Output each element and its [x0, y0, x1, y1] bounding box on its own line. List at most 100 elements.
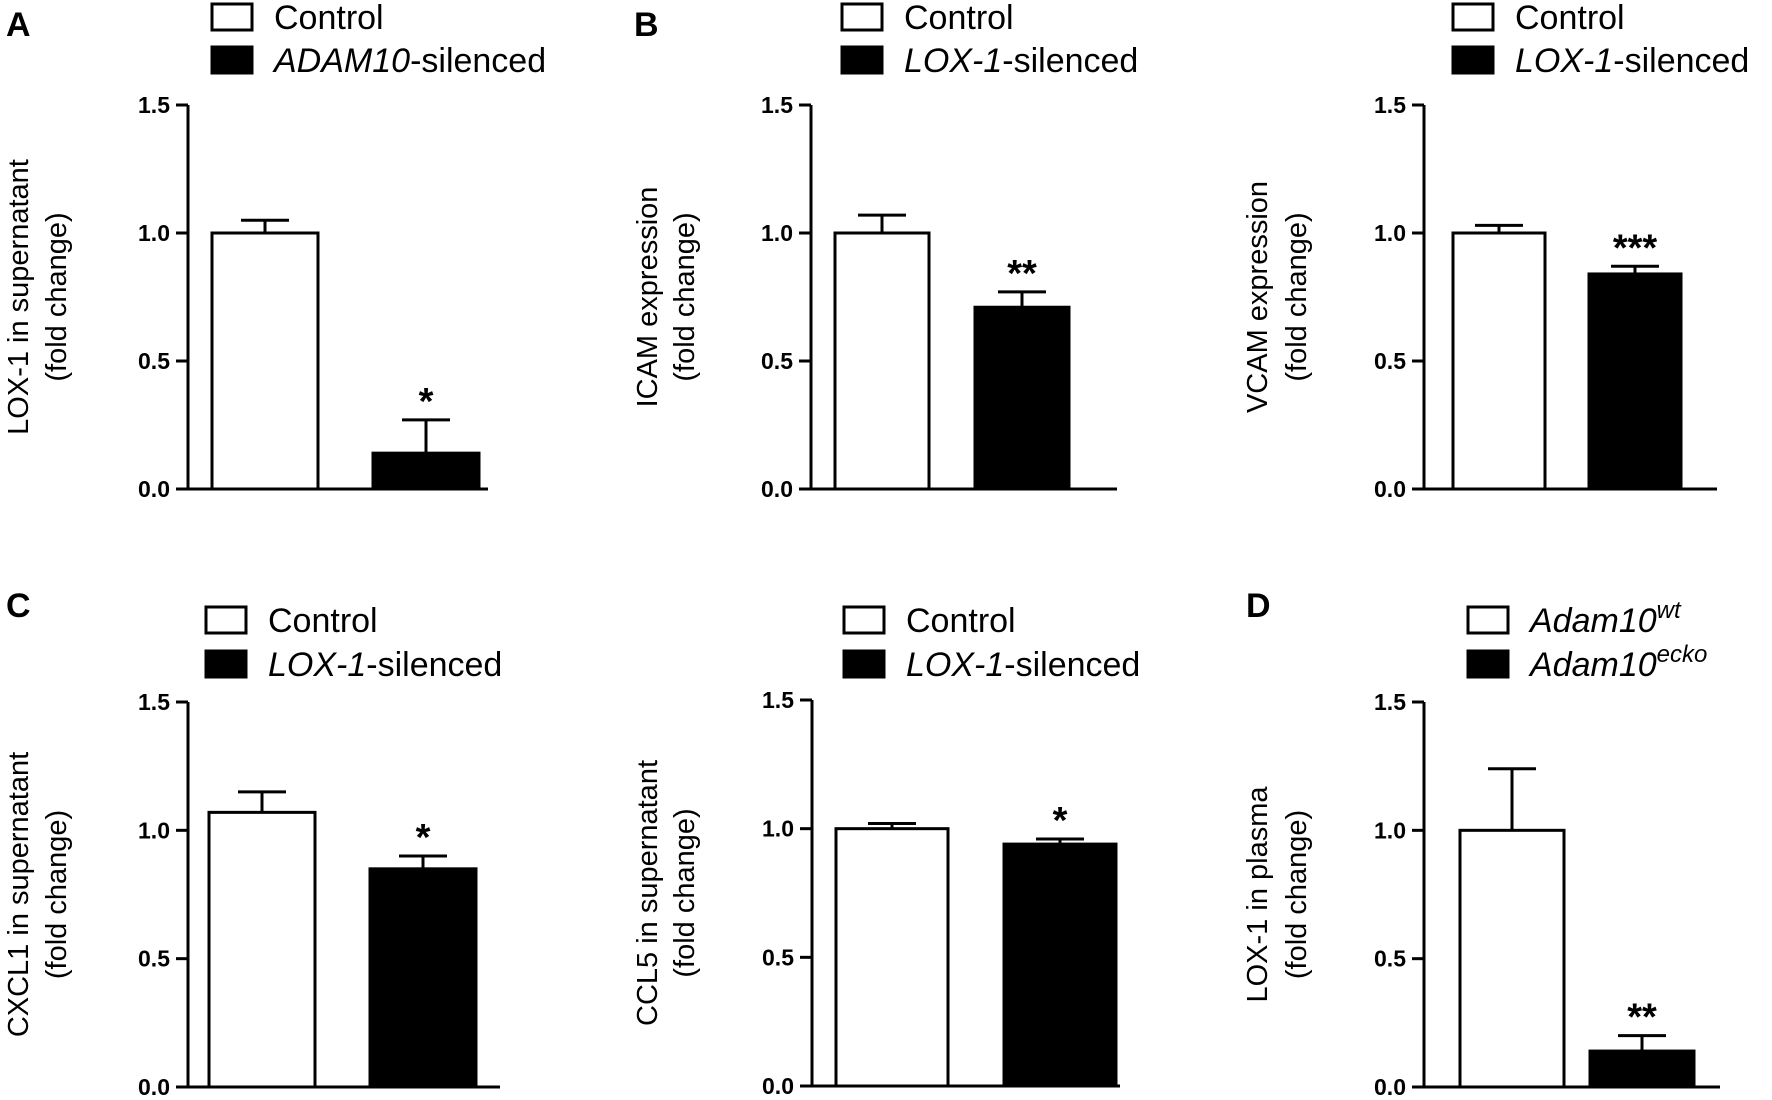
legend-swatch-treated: [840, 45, 884, 75]
legend-label-control: Control: [906, 602, 1016, 640]
bar-treated: [1002, 842, 1118, 1088]
bar-control: [207, 810, 317, 1089]
legend-swatch-treated: [210, 45, 254, 75]
y-tick-label: 1.0: [1374, 220, 1406, 246]
y-tick-label: 1.0: [761, 220, 793, 246]
error-bar-control: [1475, 223, 1523, 233]
y-tick-label: 1.5: [138, 689, 170, 715]
y-tick-label: 0.5: [762, 944, 794, 970]
y-tick-label: 0.0: [761, 476, 793, 502]
y-axis-label: CCL5 in supernatant: [632, 760, 664, 1026]
legend-label-control: Control: [1515, 0, 1625, 37]
legend-swatch-control: [842, 605, 886, 635]
y-tick-label: 0.0: [762, 1073, 794, 1099]
y-axis-unit: (fold change): [669, 808, 701, 977]
y-axis-unit: (fold change): [41, 212, 73, 381]
panel-letter: C: [6, 587, 31, 625]
y-axis-unit: (fold change): [41, 810, 73, 979]
legend-label-treated: LOX-1-silenced: [268, 646, 502, 684]
y-tick-label: 1.5: [1374, 689, 1406, 715]
bar-treated: [368, 867, 478, 1089]
y-axis-label: ICAM expression: [632, 187, 664, 408]
y-tick-label: 1.0: [138, 817, 170, 843]
y-tick-label: 1.5: [138, 92, 170, 118]
error-bar-control: [858, 213, 906, 233]
y-tick-label: 1.5: [1374, 92, 1406, 118]
legend-label-treated: LOX-1-silenced: [904, 42, 1138, 80]
significance-label: **: [1627, 997, 1657, 1039]
bar-control: [833, 231, 931, 491]
bar-control: [210, 231, 320, 491]
legend-swatch-control: [840, 2, 884, 32]
chart-panel-3: Control LOX-1-silenced VCAM expression (fol…: [1242, 0, 1749, 502]
error-bar-treated: [1611, 264, 1659, 274]
legend-label-treated: LOX-1-silenced: [1515, 42, 1749, 80]
legend-label-treated: Adam10ecko: [1528, 641, 1707, 684]
chart-panel-4: C Control LOX-1-silenced CXCL1 in supernata…: [3, 587, 502, 1100]
significance-label: **: [1007, 253, 1037, 295]
legend-label-control: Control: [274, 0, 384, 37]
y-axis-label: LOX-1 in supernatant: [3, 159, 35, 435]
bar-treated: [1588, 1049, 1696, 1089]
error-bar-control: [868, 822, 916, 829]
legend-swatch-control: [204, 605, 248, 635]
legend-swatch-treated: [1451, 45, 1495, 75]
chart-panel-2: B Control LOX-1-silenced ICAM expression (fo…: [632, 0, 1138, 502]
bar-control: [1458, 828, 1566, 1089]
legend-swatch-control: [210, 2, 254, 32]
y-tick-label: 1.0: [762, 816, 794, 842]
y-tick-label: 1.0: [1374, 817, 1406, 843]
y-tick-label: 1.5: [761, 92, 793, 118]
legend-label-treated: LOX-1-silenced: [906, 646, 1140, 684]
legend-label-control: Control: [268, 602, 378, 640]
significance-label: *: [1053, 800, 1068, 842]
y-tick-label: 1.5: [762, 687, 794, 713]
significance-label: ***: [1613, 227, 1658, 269]
error-bar-control: [1488, 767, 1536, 831]
error-bar-control: [241, 218, 289, 233]
y-tick-label: 0.0: [138, 1074, 170, 1100]
error-bar-treated: [1618, 1034, 1666, 1052]
panel-letter: D: [1246, 587, 1271, 625]
y-axis-unit: (fold change): [1281, 810, 1313, 979]
bar-treated: [1587, 272, 1683, 491]
bar-treated: [371, 451, 481, 491]
y-axis-label: LOX-1 in plasma: [1242, 786, 1274, 1003]
error-bar-treated: [1036, 837, 1084, 845]
panel-letter: B: [634, 6, 659, 44]
chart-panel-1: A Control ADAM10-silenced LOX-1 in supernat…: [3, 0, 546, 502]
bar-control: [1451, 231, 1547, 491]
legend-label-treated: ADAM10-silenced: [272, 42, 546, 80]
y-axis-label: CXCL1 in supernatant: [3, 752, 35, 1037]
error-bar-treated: [998, 290, 1046, 308]
y-axis-unit: (fold change): [669, 212, 701, 381]
legend-swatch-treated: [842, 649, 886, 679]
error-bar-treated: [399, 854, 447, 869]
y-tick-label: 0.0: [1374, 476, 1406, 502]
y-tick-label: 1.0: [138, 220, 170, 246]
y-axis-label: VCAM expression: [1242, 181, 1274, 413]
y-tick-label: 0.0: [138, 476, 170, 502]
bar-control: [834, 827, 950, 1088]
y-axis-unit: (fold change): [1281, 212, 1313, 381]
y-tick-label: 0.5: [761, 348, 793, 374]
significance-label: *: [419, 381, 434, 423]
y-tick-label: 0.0: [1374, 1074, 1406, 1100]
y-tick-label: 0.5: [138, 348, 170, 374]
panel-letter: A: [6, 6, 31, 44]
legend-swatch-control: [1466, 605, 1510, 635]
y-tick-label: 0.5: [1374, 946, 1406, 972]
error-bar-control: [238, 790, 286, 813]
significance-label: *: [416, 817, 431, 859]
legend-swatch-control: [1451, 2, 1495, 32]
legend-label-control: Adam10wt: [1528, 597, 1682, 640]
legend-label-control: Control: [904, 0, 1014, 37]
y-tick-label: 0.5: [138, 946, 170, 972]
y-tick-label: 0.5: [1374, 348, 1406, 374]
error-bar-treated: [402, 418, 450, 454]
bar-treated: [973, 305, 1071, 491]
chart-panel-5: Control LOX-1-silenced CCL5 in supernatant…: [632, 602, 1140, 1099]
legend-swatch-treated: [204, 649, 248, 679]
